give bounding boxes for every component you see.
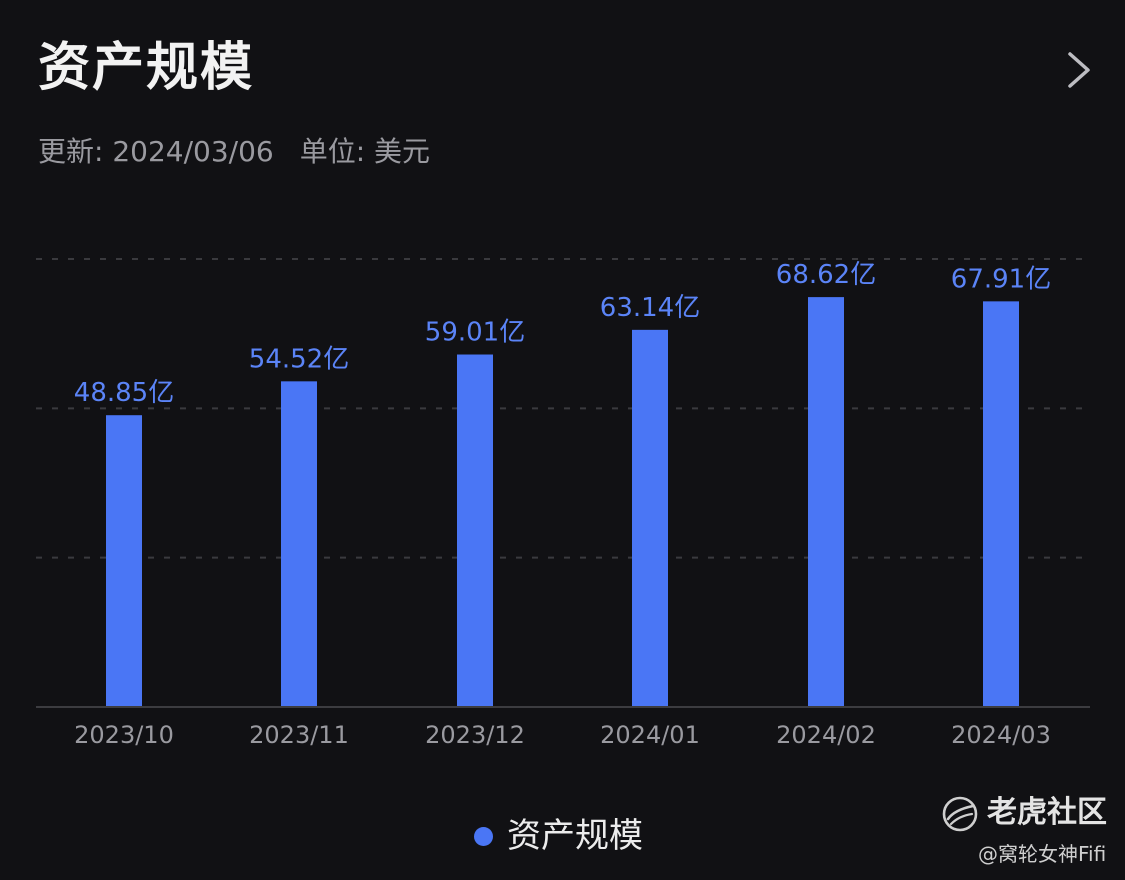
x-tick-label: 2024/01	[600, 721, 700, 749]
x-tick-label: 2024/02	[776, 721, 876, 749]
bar-value-label: 67.91亿	[951, 264, 1051, 294]
bar-2024-02[interactable]	[808, 297, 844, 707]
bar-value-label: 68.62亿	[776, 260, 876, 290]
x-tick-label: 2023/10	[74, 721, 174, 749]
bar-value-label: 54.52亿	[249, 344, 349, 374]
watermark-brand: 老虎社区	[987, 795, 1107, 830]
update-date: 更新: 2024/03/06	[38, 135, 274, 168]
x-tick-label: 2023/11	[249, 721, 349, 749]
watermark-credit: @窝轮女神Fifi	[978, 842, 1107, 866]
page-title: 资产规模	[38, 38, 255, 98]
bar-2024-01[interactable]	[632, 329, 668, 707]
bar-value-label: 63.14亿	[600, 293, 700, 323]
x-tick-label: 2023/12	[425, 721, 525, 749]
bar-chart: 48.85亿 54.52亿 59.01亿 63.14亿 68.62亿 67.91亿 202…	[36, 258, 1090, 749]
meta-row: 更新: 2024/03/06 单位: 美元	[38, 132, 430, 172]
legend[interactable]: 资产规模	[474, 812, 643, 860]
bars	[106, 297, 1019, 707]
legend-dot	[474, 826, 493, 846]
x-tick-label: 2024/03	[951, 721, 1051, 749]
bar-2023-12[interactable]	[457, 354, 493, 707]
bar-value-label: 59.01亿	[425, 318, 525, 348]
chevron-right-icon[interactable]	[1062, 48, 1096, 92]
tiger-logo-icon	[942, 796, 978, 832]
legend-label: 资产规模	[507, 816, 643, 856]
unit-label: 单位: 美元	[299, 135, 431, 168]
bar-value-label: 48.85亿	[74, 378, 174, 408]
value-labels: 48.85亿 54.52亿 59.01亿 63.14亿 68.62亿 67.91亿	[74, 260, 1051, 408]
grid-lines	[36, 258, 1090, 559]
bar-2023-11[interactable]	[281, 381, 317, 707]
bar-2023-10[interactable]	[106, 415, 142, 707]
bar-2024-03[interactable]	[983, 301, 1019, 707]
x-tick-labels: 2023/10 2023/11 2023/12 2024/01 2024/02 2024/…	[74, 721, 1051, 749]
